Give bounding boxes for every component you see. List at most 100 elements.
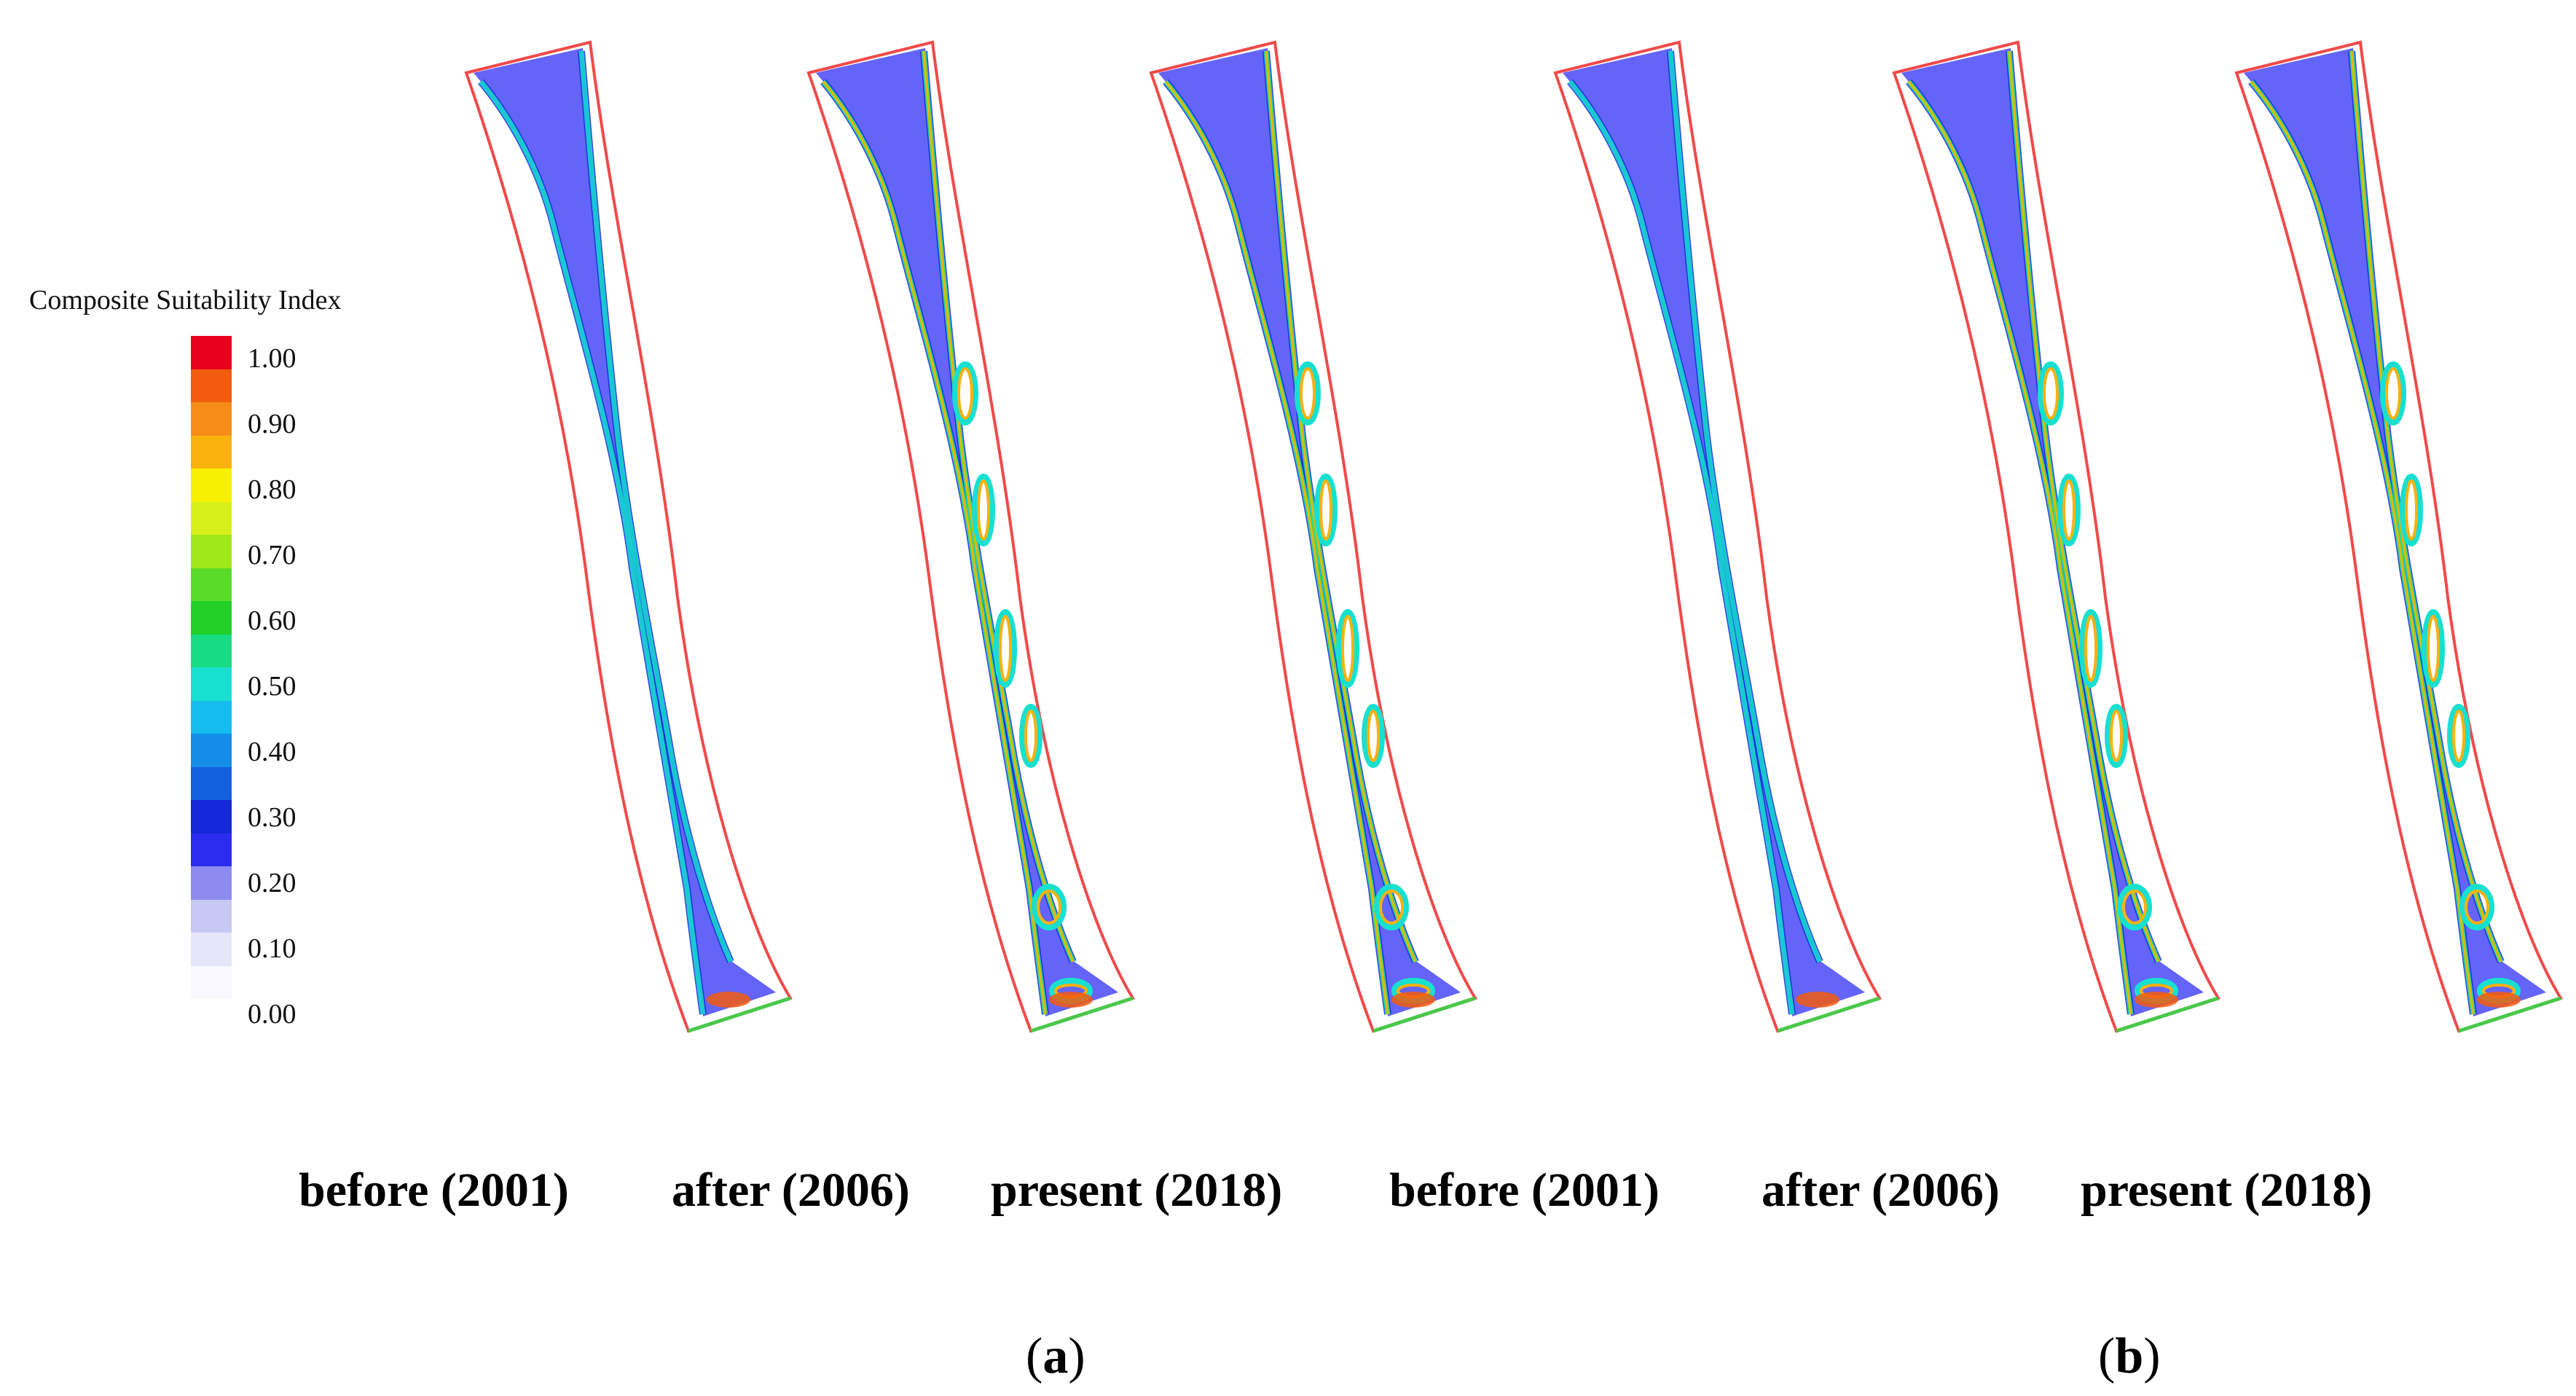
suitability-patch (952, 361, 978, 426)
suitability-patch (2447, 704, 2470, 768)
bank-suitability-band (822, 81, 1047, 1015)
legend-swatch (191, 535, 232, 568)
suitability-patch (2122, 890, 2147, 925)
downstream-hotspot (1796, 992, 1839, 1008)
legend-swatch (191, 965, 232, 999)
suitability-patch (1341, 615, 1354, 682)
suitability-patch (1024, 710, 1037, 762)
bank-suitability-band (2007, 50, 2161, 963)
legend-swatch (191, 800, 232, 834)
legend-swatch (191, 402, 232, 436)
suitability-patch (2385, 367, 2401, 420)
bank-suitability-band (1264, 50, 1418, 963)
suitability-patch (2465, 890, 2489, 925)
bank-suitability-band (922, 50, 1075, 962)
bank-suitability-band (1667, 50, 1823, 964)
downstream-edge (2116, 996, 2219, 1033)
legend-tick-label: 0.70 (248, 540, 297, 570)
legend-swatch (191, 468, 232, 502)
period-label-before-a: before (2001) (299, 1164, 569, 1217)
legend-tick-label: 0.20 (248, 868, 297, 898)
legend-swatch (191, 634, 232, 667)
suitability-patch (1037, 890, 1061, 925)
legend-tick-label: 0.50 (248, 671, 297, 702)
panel-label-a: (a) (1026, 1328, 1085, 1384)
legend-swatch (191, 601, 232, 635)
period-label-before-b: before (2001) (1389, 1164, 1660, 1217)
suitability-patch (1367, 710, 1380, 762)
suitability-patch (972, 474, 995, 546)
legend-swatch (191, 501, 232, 535)
downstream-edge (688, 996, 791, 1033)
legend-tick-label: 0.00 (248, 999, 297, 1030)
downstream-hotspot (2135, 992, 2178, 1008)
bank-suitability-band (2008, 50, 2160, 962)
suitability-patch (994, 609, 1017, 688)
suitability-patch (2043, 367, 2059, 420)
suitability-patch (1319, 479, 1332, 541)
suitability-patch (2380, 361, 2406, 426)
suitability-patch (2062, 479, 2076, 541)
legend-swatch (191, 933, 232, 966)
period-label-present-b: present (2018) (2081, 1164, 2373, 1217)
suitability-patch (1032, 884, 1067, 930)
downstream-edge (1030, 996, 1134, 1033)
bank-suitability-band (1668, 50, 1823, 963)
legend-tick-label: 0.10 (248, 933, 297, 964)
downstream-hotspot (2477, 992, 2521, 1008)
bank-suitability-band (1263, 50, 1419, 964)
downstream-edge (1777, 996, 1880, 1033)
river-map-b-2 (1892, 40, 2221, 1033)
suitability-patch (2084, 615, 2097, 682)
bank-suitability-band (578, 50, 734, 963)
suitability-patch (1374, 884, 1409, 930)
bank-suitability-band (922, 50, 1075, 963)
bank-suitability-band (2350, 50, 2502, 962)
bank-suitability-band (2250, 81, 2475, 1015)
legend-swatch (191, 435, 232, 468)
suitability-patch (2422, 609, 2445, 688)
suitability-patch (2079, 609, 2102, 688)
legend-tick-label: 0.40 (248, 737, 297, 767)
legend-swatch (191, 833, 232, 866)
suitability-patch (2427, 615, 2440, 682)
suitability-patch (1019, 704, 1042, 768)
legend-swatch (191, 766, 232, 800)
downstream-hotspot (1049, 992, 1093, 1008)
suitability-patch (2110, 710, 2123, 762)
legend-swatch (191, 899, 232, 933)
suitability-patch (957, 367, 973, 420)
suitability-patch (1336, 609, 1359, 688)
legend-swatch (191, 369, 232, 402)
legend-tick-label: 1.00 (248, 343, 297, 374)
legend-swatch (191, 667, 232, 701)
river-map-a-1 (464, 40, 793, 1033)
suitability-patch (2405, 479, 2418, 541)
legend-swatch (191, 336, 232, 369)
period-label-present-a: present (2018) (991, 1164, 1283, 1217)
bank-suitability-band (1568, 79, 1795, 1015)
legend-tick-label: 0.30 (248, 802, 297, 833)
downstream-hotspot (1391, 992, 1435, 1008)
legend-color-bar (191, 336, 232, 999)
bank-suitability-band (1263, 50, 1418, 963)
bank-suitability-band (2006, 50, 2162, 964)
suitability-patch (2105, 704, 2128, 768)
bank-suitability-band (2006, 50, 2161, 963)
downstream-hotspot (707, 992, 750, 1008)
legend-tick-label: 0.60 (248, 605, 297, 636)
legend-swatch (191, 700, 232, 734)
suitability-patch (977, 479, 990, 541)
suitability-patch (1300, 367, 1316, 420)
legend-swatch (191, 866, 232, 900)
bank-suitability-band (921, 50, 1076, 963)
bank-suitability-band (578, 50, 734, 964)
bank-suitability-band (479, 79, 706, 1015)
river-map-a-2 (806, 40, 1136, 1033)
bank-suitability-band (920, 50, 1077, 964)
legend-swatch (191, 568, 232, 601)
period-label-after-b: after (2006) (1762, 1164, 2000, 1217)
suitability-patch (1362, 704, 1385, 768)
panel-label-b: (b) (2098, 1328, 2161, 1384)
